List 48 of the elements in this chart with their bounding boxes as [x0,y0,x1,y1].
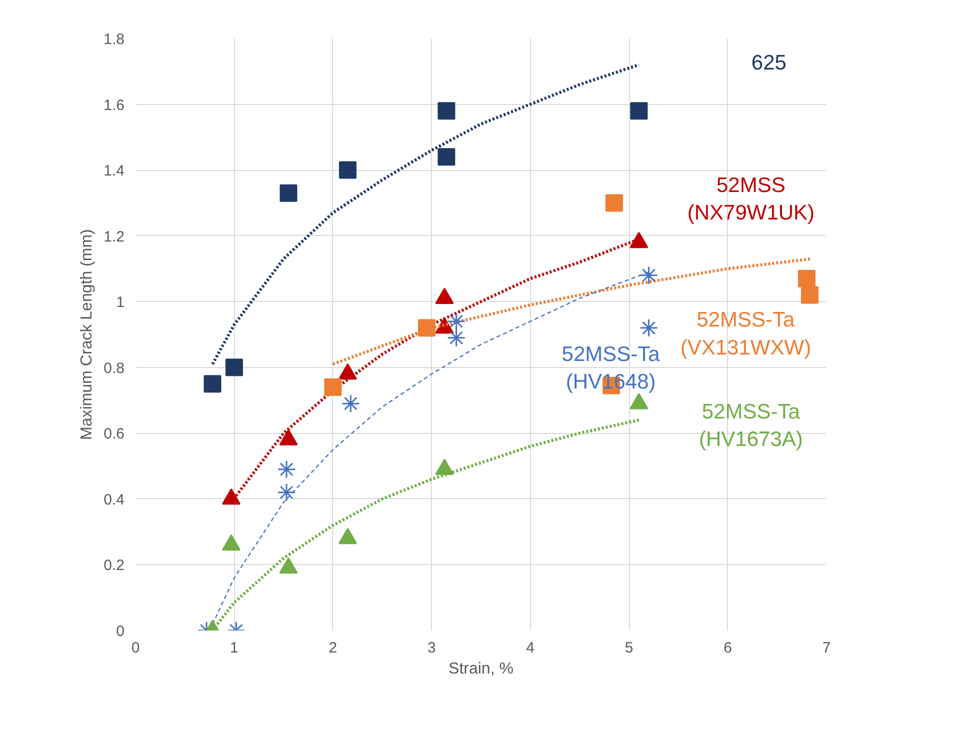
x-tick-label: 4 [526,640,535,656]
point [338,161,356,179]
point [606,194,624,212]
point [435,458,454,475]
point [640,266,658,285]
point [630,393,648,410]
y-tick-label: 0.2 [104,557,125,574]
y-tick-label: 1.2 [104,228,125,246]
y-tick-label: 0.6 [104,426,125,443]
point [800,286,818,304]
x-tick-label: 3 [427,640,436,656]
x-tick-label: 2 [328,640,338,656]
point [630,102,648,120]
y-tick-label: 0.8 [104,360,125,377]
x-tick-label: 5 [624,640,634,656]
point [447,328,466,348]
y-tick-label: 0 [116,623,124,640]
point [204,375,222,393]
point [418,319,436,337]
point [279,429,298,446]
x-tick-label: 1 [230,640,238,656]
point [279,557,298,574]
point [438,102,456,120]
text: 52MSS-Ta (HV1673A) [699,400,803,451]
text: 52MSS (NX79W1UK) [687,174,815,225]
point [438,148,456,166]
point [324,378,342,396]
y-axis-title: Maximum Crack Length (mm) [78,229,96,440]
x-tick-label: 6 [724,640,732,656]
x-tick-label: 7 [822,640,831,656]
point [280,184,298,202]
point [447,312,466,331]
point [338,528,357,544]
y-tick-label: 1.8 [104,31,125,48]
point [225,358,243,376]
point [798,270,816,288]
y-tick-label: 1 [116,294,124,312]
x-axis-title: Strain, % [448,660,514,678]
point [222,488,241,505]
point [341,394,360,413]
y-tick-label: 0.4 [104,491,125,508]
y-tick-label: 1.6 [104,96,125,114]
series-label: 52MSS-Ta (VX131WXW) [680,308,812,360]
text: 625 [751,51,786,74]
x-tick-label: 0 [131,640,140,656]
y-tick-label: 1.4 [104,162,125,180]
point [222,534,241,551]
point [640,318,658,338]
